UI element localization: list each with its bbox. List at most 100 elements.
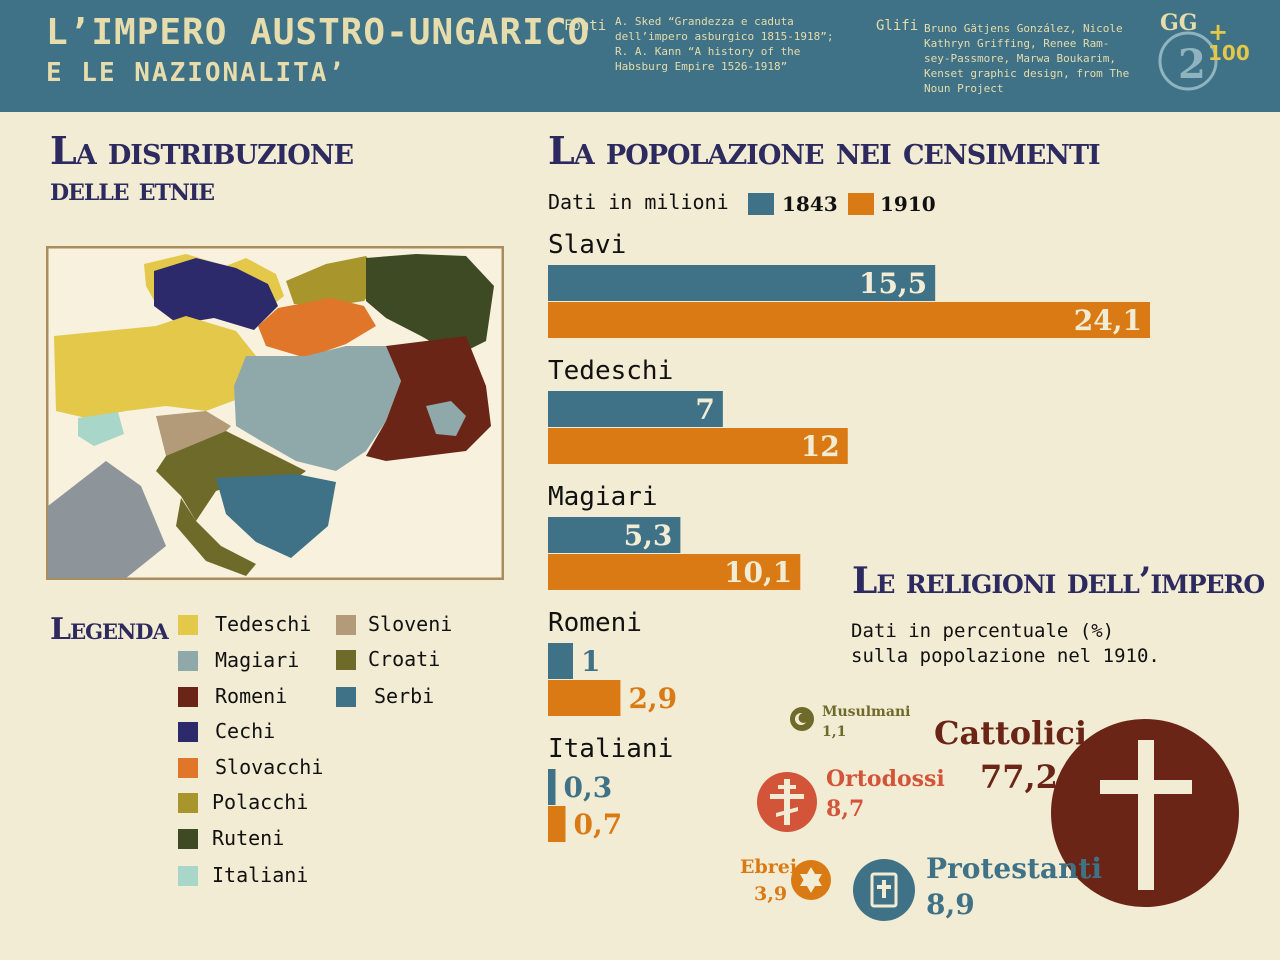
sources-text: A. Sked “Grandezza e caduta dell’impero …	[615, 15, 834, 73]
legend-swatch-1843	[748, 193, 774, 215]
header-bar: L’IMPERO AUSTRO-UNGARICO E LE NAZIONALIT…	[0, 0, 1280, 112]
star-of-david-icon	[791, 860, 831, 900]
legend-label-cechi: Cechi	[215, 719, 276, 743]
legend-label-ruteni: Ruteni	[212, 826, 285, 850]
bar-tedeschi-1910	[548, 428, 848, 464]
map-region-croati-coast	[176, 498, 256, 576]
legend-swatch-1910	[848, 193, 874, 215]
census-title: La popolazione nei censimenti	[548, 128, 1101, 173]
map-neighbor-west	[48, 461, 166, 578]
bar-romeni-1910	[548, 680, 621, 716]
legend-swatch-croati	[336, 650, 356, 670]
religion-value-protestanti: 8,9	[926, 888, 975, 921]
legend-title: Legenda	[50, 612, 169, 647]
legend-swatch-serbi	[336, 687, 356, 707]
legend-label-croati: Croati	[368, 647, 441, 671]
map-section-subtitle: delle etnie	[50, 170, 215, 208]
bar-label-romeni-1910: 2,9	[628, 682, 677, 715]
legend-swatch-tedeschi	[178, 615, 198, 635]
bar-label-tedeschi-1843: 7	[695, 393, 714, 426]
map-region-magiari	[234, 346, 401, 471]
religion-name-ortodossi: Ortodossi	[826, 766, 945, 792]
orthodox-cross-icon	[757, 772, 817, 832]
bar-label-italiani-1910: 0,7	[573, 808, 622, 841]
bar-italiani-1843	[548, 769, 556, 805]
bar-tedeschi-1843	[548, 391, 723, 427]
religions-subtitle-1: Dati in percentuale (%)	[851, 620, 1115, 642]
bar-italiani-1910	[548, 806, 566, 842]
legend-swatch-sloveni	[336, 615, 356, 635]
map-region-italiani	[78, 412, 124, 446]
category-label-slavi: Slavi	[548, 230, 626, 260]
religion-value-ebrei: 3,9	[754, 883, 788, 905]
map-section-title: La distribuzione	[50, 128, 354, 173]
religion-name-musulmani: Musulmani	[822, 704, 911, 720]
legend-label-1843: 1843	[782, 192, 838, 216]
legend-swatch-slovacchi	[178, 758, 198, 778]
bar-romeni-1843	[548, 643, 573, 679]
logo-top-text: GG	[1160, 10, 1198, 36]
category-label-tedeschi: Tedeschi	[548, 356, 673, 386]
bar-label-tedeschi-1910: 12	[801, 430, 840, 463]
census-unit-label: Dati in milioni	[548, 190, 729, 214]
cross-icon	[1051, 719, 1239, 907]
ethnic-map	[46, 246, 504, 580]
category-label-italiani: Italiani	[548, 734, 673, 764]
bar-slavi-1843	[548, 265, 936, 301]
logo-big-text: 2	[1178, 41, 1206, 88]
legend-swatch-italiani	[178, 866, 198, 886]
religion-value-musulmani: 1,1	[822, 724, 847, 740]
religion-value-ortodossi: 8,7	[826, 796, 865, 822]
bar-slavi-1910	[548, 302, 1150, 338]
map-region-croati	[156, 431, 306, 521]
page-subtitle: E LE NAZIONALITA’	[46, 58, 347, 88]
bible-icon	[853, 859, 915, 921]
map-region-serbi	[216, 474, 336, 558]
logo-small-text: 100	[1208, 41, 1250, 65]
map-region-polacchi	[286, 256, 384, 306]
crescent-icon	[790, 707, 814, 731]
category-label-romeni: Romeni	[548, 608, 642, 638]
bar-label-romeni-1843: 1	[581, 645, 600, 678]
religions-title: Le religioni dell’impero	[852, 560, 1265, 602]
glyphs-label: Glifi	[876, 18, 919, 34]
svg-text:+: +	[1208, 18, 1228, 46]
logo: GG 2 + 100	[1158, 10, 1250, 91]
religion-value-cattolici: 77,2	[980, 758, 1058, 796]
map-region-ruteni	[366, 254, 494, 356]
legend-label-1910: 1910	[880, 192, 936, 216]
map-region-tedeschi-south	[54, 316, 256, 418]
legend-swatch-ruteni	[178, 829, 198, 849]
legend-label-polacchi: Polacchi	[212, 790, 309, 814]
legend-swatch-magiari	[178, 651, 198, 671]
map-region-magiari-szekely	[426, 401, 466, 436]
bar-label-magiari-1843: 5,3	[624, 519, 673, 552]
legend-swatch-romeni	[178, 687, 198, 707]
religion-name-ebrei: Ebrei	[740, 856, 798, 878]
bar-magiari-1910	[548, 554, 801, 590]
glyphs-text: Bruno Gätjens González, Nicole Kathryn G…	[924, 22, 1130, 95]
legend-label-italiani: Italiani	[212, 863, 309, 887]
legend-label-tedeschi: Tedeschi	[215, 612, 312, 636]
bar-label-italiani-1843: 0,3	[563, 771, 612, 804]
bar-label-slavi-1843: 15,5	[859, 267, 927, 300]
page-title: L’IMPERO AUSTRO-UNGARICO	[46, 12, 591, 53]
sources-label: Fonti	[564, 18, 607, 34]
map-region-cechi	[154, 258, 278, 330]
religion-name-cattolici: Cattolici	[934, 714, 1088, 752]
map-region-slovacchi	[258, 298, 376, 358]
legend-label-sloveni: Sloveni	[368, 612, 453, 636]
legend-swatch-cechi	[178, 722, 198, 742]
religion-name-protestanti: Protestanti	[926, 852, 1102, 885]
religions-subtitle-2: sulla popolazione nel 1910.	[851, 645, 1160, 667]
legend-label-romeni: Romeni	[215, 684, 288, 708]
bar-label-slavi-1910: 24,1	[1074, 304, 1142, 337]
category-label-magiari: Magiari	[548, 482, 658, 512]
legend-label-serbi: Serbi	[374, 684, 435, 708]
legend-label-magiari: Magiari	[215, 648, 300, 672]
map-region-romeni	[366, 336, 491, 461]
census-chart-svg: Slavi 15,5 24,1 Tedeschi 7 12 Magiari 5,3 10,1 Ro…	[548, 230, 1150, 842]
legend-label-slovacchi: Slovacchi	[215, 755, 324, 779]
bar-label-magiari-1910: 10,1	[724, 556, 792, 589]
legend-swatch-polacchi	[178, 793, 198, 813]
